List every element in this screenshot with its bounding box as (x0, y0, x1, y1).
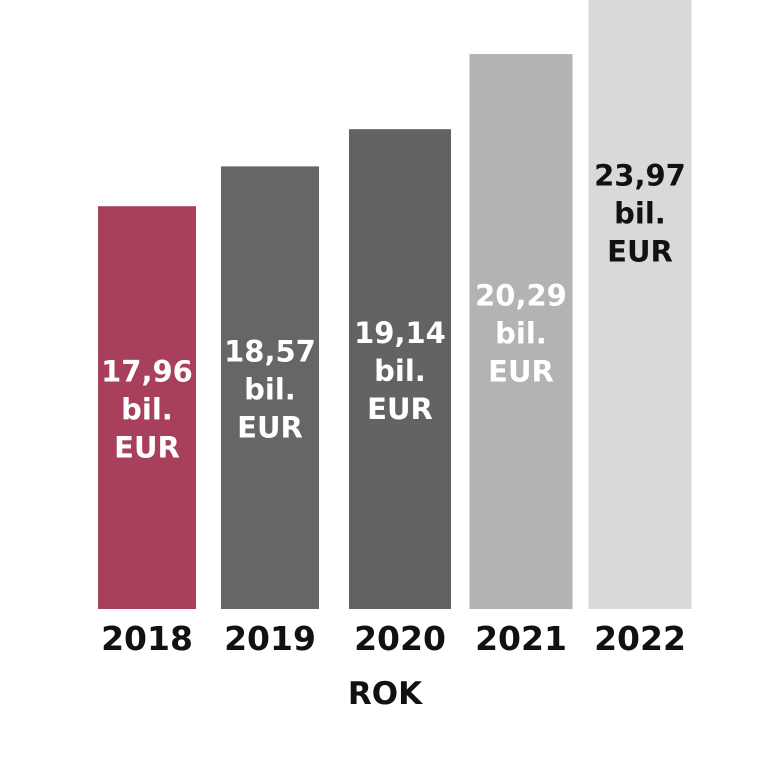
data-label-line: EUR (488, 355, 554, 389)
data-label-line: 19,14 (354, 316, 446, 350)
x-tick-label-2021: 2021 (475, 619, 567, 658)
bar-2020 (349, 129, 451, 609)
data-label-line: EUR (367, 392, 433, 426)
data-label-line: 18,57 (224, 335, 316, 369)
x-tick-label-2019: 2019 (224, 619, 316, 658)
data-label-line: bil. (614, 196, 666, 230)
data-label-2018: 17,96 bil. EUR (101, 355, 193, 465)
bars-group (98, 0, 692, 610)
x-tick-label-2022: 2022 (594, 619, 686, 658)
data-label-line: 23,97 (594, 158, 686, 192)
data-label-2022: 23,97 bil. EUR (594, 158, 686, 268)
data-label-line: EUR (237, 411, 303, 445)
data-label-2020: 19,14 bil. EUR (354, 316, 446, 426)
data-label-line: 17,96 (101, 355, 193, 389)
x-tick-label-2020: 2020 (354, 619, 446, 658)
data-label-line: 20,29 (475, 279, 567, 313)
x-tick-label-2018: 2018 (101, 619, 193, 658)
x-axis-title: ROK (348, 676, 423, 712)
bar-2018 (98, 206, 196, 609)
data-label-line: bil. (244, 373, 296, 407)
data-label-line: EUR (607, 234, 673, 268)
data-label-line: bil. (121, 393, 173, 427)
data-label-line: bil. (495, 317, 547, 351)
bar-2021 (469, 54, 573, 610)
data-label-2021: 20,29 bil. EUR (475, 279, 567, 389)
data-label-line: EUR (114, 431, 180, 465)
bar-2019 (221, 166, 319, 609)
x-tick-labels-group: 2018 2019 2020 2021 2022 (101, 619, 686, 658)
bar-2022 (588, 0, 692, 609)
data-label-2019: 18,57 bil. EUR (224, 335, 316, 445)
data-label-line: bil. (374, 354, 426, 388)
